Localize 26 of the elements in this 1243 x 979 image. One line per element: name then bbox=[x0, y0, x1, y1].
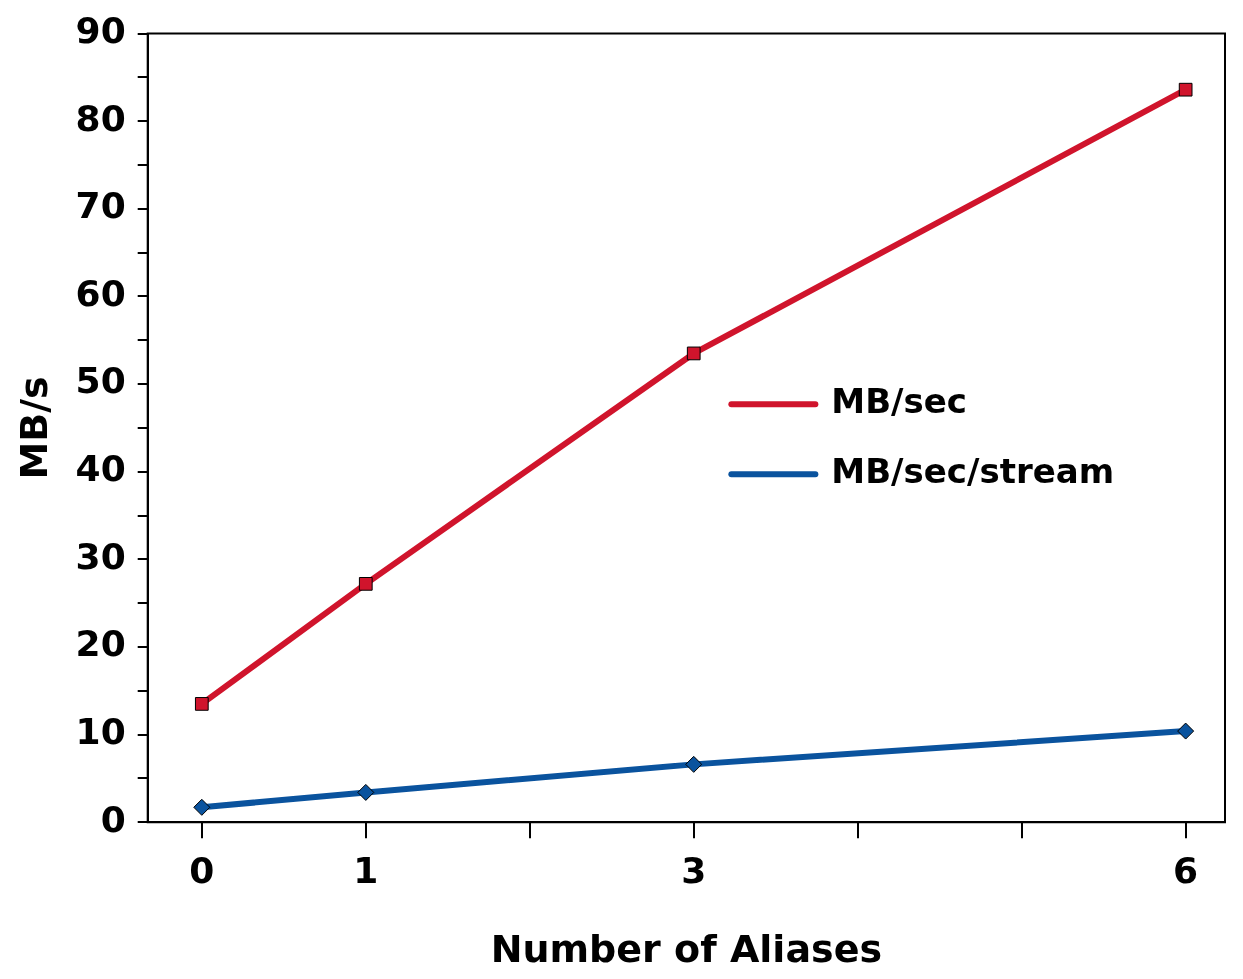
point bbox=[357, 783, 375, 801]
y-tick-label: 60 bbox=[75, 272, 126, 314]
point bbox=[685, 755, 703, 773]
y-tick-label: 80 bbox=[75, 97, 126, 139]
point bbox=[1177, 722, 1195, 740]
x-axis-title: Number of Aliases bbox=[490, 927, 883, 972]
x-tick-label: 1 bbox=[353, 850, 379, 892]
point bbox=[193, 798, 211, 816]
y-tick-label: 50 bbox=[75, 360, 126, 402]
x-tick-label: 0 bbox=[189, 850, 215, 892]
point bbox=[194, 697, 209, 711]
y-tick-label: 40 bbox=[75, 448, 126, 490]
x-tick-label: 3 bbox=[681, 850, 707, 892]
legend-label: MB/sec/stream bbox=[831, 451, 1115, 492]
point bbox=[1178, 82, 1193, 97]
y-tick-label: 20 bbox=[75, 623, 126, 665]
y-axis-title: MB/s bbox=[11, 376, 56, 480]
x-tick-label: 6 bbox=[1173, 850, 1199, 892]
point bbox=[358, 577, 373, 591]
legend-label: MB/sec bbox=[831, 381, 967, 422]
y-tick-label: 30 bbox=[75, 535, 126, 577]
y-tick-label: 70 bbox=[75, 185, 126, 227]
point bbox=[686, 346, 701, 361]
y-tick-label: 10 bbox=[75, 710, 126, 752]
y-tick-label: 90 bbox=[75, 9, 126, 51]
y-tick-label: 0 bbox=[100, 798, 126, 840]
